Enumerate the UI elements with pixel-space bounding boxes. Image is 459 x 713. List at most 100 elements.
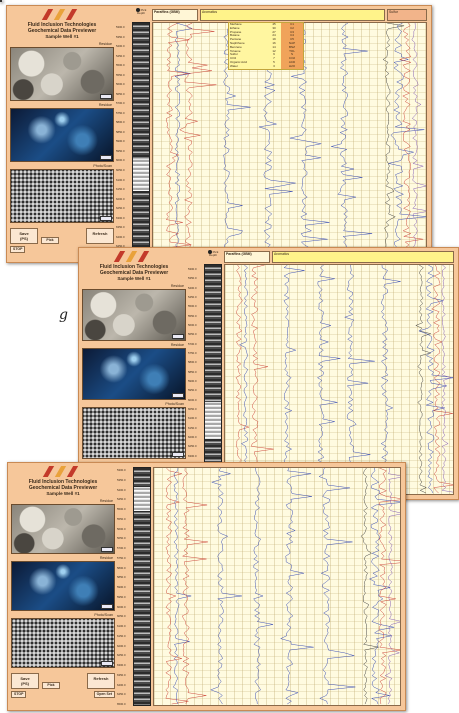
refresh-button[interactable]: Refresh	[86, 228, 114, 244]
legend-cell: 16	[272, 40, 276, 45]
log-trace-9	[432, 265, 453, 493]
thumbnail-blue[interactable]: Residue	[11, 556, 115, 611]
depth-tick-label: 5350.0	[116, 34, 125, 39]
depth-ruler: 5300.0 5350.0 5400.0 5450.0 5500.0 5550.0 5600…	[116, 26, 132, 258]
depth-tick-label: 6200.0	[188, 434, 197, 439]
depth-tick-label: 5700.0	[116, 101, 125, 106]
depth-tick-label: 6500.0	[117, 702, 126, 706]
depth-tick-label: 5950.0	[188, 388, 197, 393]
app-title: Fluid Inclusion Technologies	[99, 264, 169, 270]
depth-tick-label: 5400.0	[188, 285, 197, 290]
scale-chip	[100, 94, 112, 99]
legend-cell: 45	[272, 22, 276, 26]
legend-cell: 24	[272, 33, 276, 38]
depth-tick-label: 5950.0	[116, 148, 125, 153]
refresh-button[interactable]: Refresh	[87, 673, 115, 689]
depth-tick-label: 6000.0	[188, 397, 197, 402]
legend-cell: Ethane	[230, 25, 240, 30]
depth-tick-label: 6250.0	[116, 206, 125, 211]
stop-button[interactable]: STOP	[10, 246, 26, 253]
legend-row: Benzene 14 BNZ	[229, 44, 303, 50]
stop-button[interactable]: STOP	[11, 691, 27, 698]
depth-tick-label: 6250.0	[117, 653, 126, 658]
legend-cell: S	[281, 53, 303, 58]
log-traces-svg	[153, 23, 426, 257]
depth-tick-label: 5600.0	[117, 526, 126, 531]
previewer-window-3: Fluid Inclusion Technologies Geochemical…	[7, 462, 406, 711]
zoomed-thin-section-image[interactable]	[0, 0, 2, 2]
scale-chip	[101, 604, 113, 609]
depth-picker[interactable]: Pick Depth	[135, 7, 147, 15]
legend-cell: BNZ	[281, 45, 303, 50]
thumbnail-blue[interactable]: Residue	[82, 343, 186, 400]
depth-tick-label: 5600.0	[116, 82, 125, 87]
depth-tick-label: 5300.0	[116, 25, 125, 29]
legend-cell: 14	[272, 44, 276, 49]
depth-tick-label: 5400.0	[117, 487, 126, 492]
legend-cell: CO2	[281, 56, 303, 61]
log-trace-0	[166, 23, 191, 256]
log-tracks[interactable]	[224, 264, 454, 495]
log-trace-8	[389, 23, 426, 256]
handwritten-note: g	[59, 307, 68, 323]
well-name: Sample Well #1	[117, 276, 151, 281]
save-button[interactable]: Save (PS)	[10, 228, 38, 244]
pick-button[interactable]: Pick	[42, 682, 60, 689]
scale-chip	[172, 393, 184, 398]
log-trace-10	[412, 23, 426, 256]
depth-tick-label: 5500.0	[117, 507, 126, 511]
scale-chip	[172, 452, 184, 457]
depth-tick-label: 6400.0	[116, 234, 125, 239]
open-set-button[interactable]: Open Set	[93, 691, 115, 698]
legend-row: Organic Acid 5 ACD	[229, 60, 303, 65]
depth-picker[interactable]: Pick Depth	[207, 249, 219, 257]
legend-cell: CO2	[230, 56, 237, 61]
depth-tick-label: 6000.0	[117, 604, 126, 609]
legend-cell: ACD	[281, 60, 303, 65]
app-title: Fluid Inclusion Technologies	[27, 22, 97, 28]
legend-cell: Butane	[230, 33, 240, 38]
app-subtitle: Geochemical Data Previewer	[27, 28, 97, 34]
depth-tick-label: 5300.0	[188, 267, 197, 271]
well-name: Sample Well #1	[45, 34, 79, 39]
log-trace-5	[345, 265, 375, 493]
log-tracks[interactable]	[153, 467, 401, 706]
legend-cell: 27	[272, 29, 276, 34]
save-button[interactable]: Save (PS)	[11, 673, 39, 689]
fit-logo	[32, 466, 94, 477]
log-trace-5	[281, 468, 314, 704]
scale-chip	[101, 547, 113, 552]
depth-tick-label: 6300.0	[116, 215, 125, 220]
fit-logo	[103, 251, 165, 262]
thumbnail-rock[interactable]: Residue	[82, 284, 186, 341]
depth-tick-label: 5550.0	[188, 313, 197, 318]
pick-button[interactable]: Pick	[41, 237, 59, 244]
depth-tick-label: 6050.0	[117, 614, 126, 619]
depth-tick-label: 5350.0	[188, 276, 197, 281]
log-traces-svg	[154, 468, 400, 705]
thumbnail-rock[interactable]: Residue	[11, 499, 115, 554]
log-traces-svg	[225, 265, 453, 494]
thumbnail-blue[interactable]: Residue	[10, 103, 114, 162]
legend-cell: 9	[273, 52, 275, 57]
depth-tick-label: 5750.0	[188, 350, 197, 355]
previewer-window-1: Fluid Inclusion Technologies Geochemical…	[6, 5, 432, 263]
thumbnail-grain[interactable]: Photo/Scan	[11, 613, 115, 668]
thumbnail-grain[interactable]: Photo/Scan	[10, 164, 114, 223]
legend-cell: 30	[272, 25, 276, 30]
thumbnail-rock[interactable]: Residue	[10, 42, 114, 101]
legend-cell: Pentane	[230, 37, 242, 42]
log-trace-2	[180, 23, 217, 256]
legend-row: Naphthene 16 NAP	[229, 40, 303, 46]
legend-cell: Propane	[230, 29, 242, 34]
depth-tick-label: 6200.0	[117, 643, 126, 648]
log-trace-7	[361, 468, 379, 704]
depth-tick-label: 6100.0	[117, 624, 126, 628]
legend-cell: C5	[281, 37, 303, 42]
legend-row: Butane 24 C4	[229, 33, 303, 39]
log-trace-0	[166, 468, 189, 704]
log-trace-6	[319, 468, 355, 704]
legend-row: Pentane 19 C5	[229, 37, 303, 42]
thumbnail-grain[interactable]: Photo/Scan	[82, 402, 186, 459]
depth-tick-label: 6000.0	[116, 158, 125, 163]
